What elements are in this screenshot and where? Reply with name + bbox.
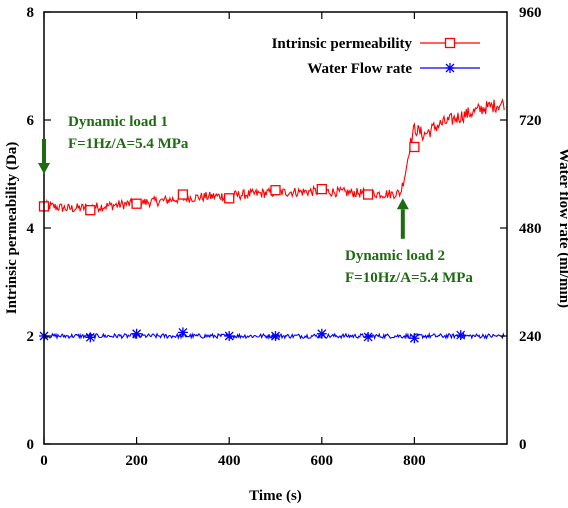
- data-point-1-4: [224, 331, 235, 341]
- series-layer: [38, 97, 505, 344]
- x-axis-title: Time (s): [249, 488, 302, 504]
- y-right-tick-label-960: 960: [519, 5, 542, 21]
- data-point-0-3: [177, 189, 189, 200]
- x-tick-label-600: 600: [311, 453, 334, 469]
- y-left-tick-label-0: 0: [27, 437, 35, 453]
- y-axis-right-title: Water flow rate (ml/min): [556, 148, 568, 308]
- y-left-tick-label-2: 2: [27, 329, 35, 345]
- data-point-1-2: [131, 328, 142, 339]
- legend-label-intrinsic-permeability: Intrinsic permeability: [272, 36, 413, 52]
- annotation-arrow-head-0: [38, 163, 50, 174]
- plot-frame: [43, 11, 508, 445]
- data-point-0-5: [270, 185, 281, 196]
- legend-marker-1: [445, 63, 455, 73]
- x-tick-label-800: 800: [403, 453, 426, 469]
- series-water-flow-rate: [39, 327, 505, 344]
- y-left-tick-label-6: 6: [27, 113, 35, 129]
- y-left-tick-label-4: 4: [27, 221, 35, 237]
- data-point-1-6: [316, 328, 327, 339]
- data-point-0-1: [85, 205, 96, 216]
- y-left-tick-label-8: 8: [27, 5, 35, 21]
- y-right-tick-label-0: 0: [519, 437, 527, 453]
- data-point-0-4: [224, 193, 235, 204]
- x-tick-label-400: 400: [218, 453, 241, 469]
- annotation-dynamic-load-2-detail: F=10Hz/A=5.4 MPa: [345, 270, 473, 286]
- data-point-1-5: [270, 331, 281, 341]
- y-axis-left-title: Intrinsic permeability (Da): [4, 142, 20, 314]
- x-tick-label-0: 0: [40, 453, 48, 469]
- annotation-dynamic-load-2-title: Dynamic load 2: [345, 248, 445, 264]
- data-point-0-7: [362, 189, 374, 200]
- annotation-dynamic-load-1-detail: F=1Hz/A=5.4 MPa: [68, 136, 189, 152]
- data-point-1-7: [363, 331, 374, 342]
- data-point-1-8: [409, 333, 420, 344]
- y-right-tick-label-240: 240: [519, 329, 542, 345]
- legend: Intrinsic permeability Water Flow rate: [272, 36, 480, 77]
- data-point-1-9: [455, 330, 466, 341]
- data-point-0-2: [131, 198, 142, 209]
- data-point-1-1: [85, 332, 96, 343]
- y-right-tick-label-720: 720: [519, 113, 542, 129]
- legend-label-water-flow-rate: Water Flow rate: [307, 61, 412, 77]
- annotation-dynamic-load-1-title: Dynamic load 1: [68, 114, 168, 130]
- x-tick-label-200: 200: [125, 453, 148, 469]
- annotation-arrow-head-1: [396, 198, 409, 210]
- annotations-layer: Dynamic load 1 F=1Hz/A=5.4 MPa Dynamic l…: [38, 114, 473, 286]
- data-point-1-3: [177, 327, 188, 338]
- data-point-0-8: [409, 141, 420, 153]
- legend-marker-0: [444, 37, 456, 49]
- y-right-tick-label-480: 480: [519, 221, 542, 237]
- data-point-0-6: [316, 183, 327, 195]
